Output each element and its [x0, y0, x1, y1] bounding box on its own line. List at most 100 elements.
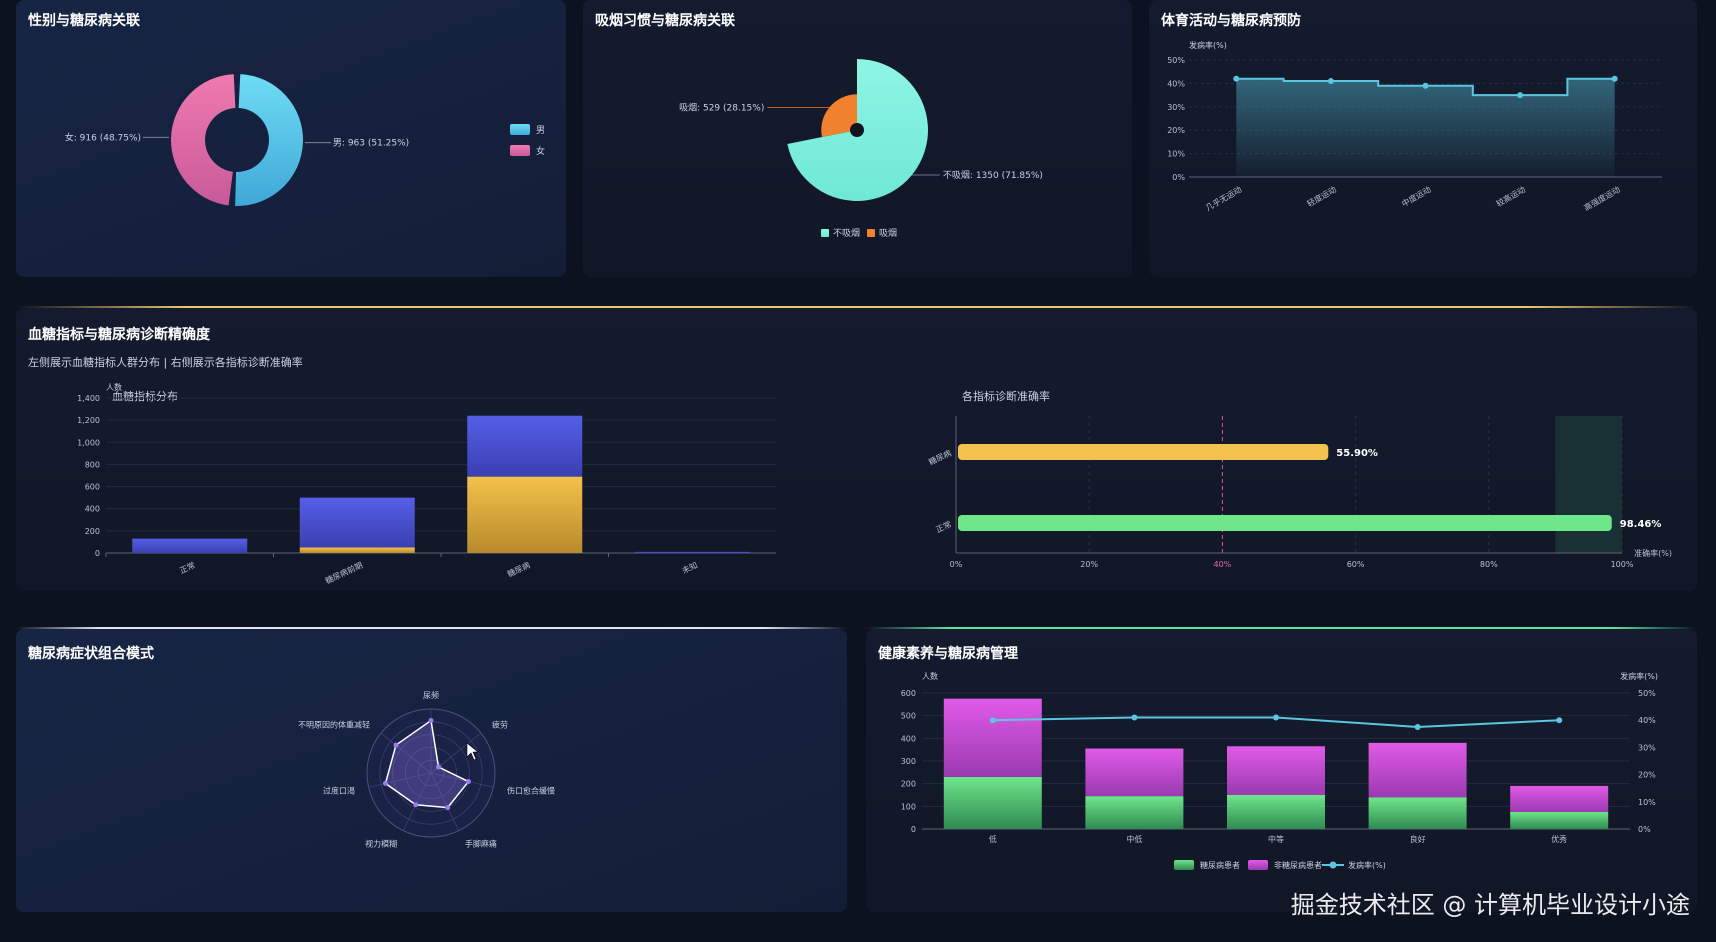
bar-segment: [467, 476, 583, 553]
bar-segment: [1085, 748, 1184, 797]
activity-area-chart: 发病率(%) 0% 10% 20% 30% 40% 50% 几乎无运动 轻度运动 中度运动 较高运动…: [1167, 40, 1662, 213]
data-point: [1611, 75, 1618, 82]
legend-swatch: [821, 229, 829, 237]
bar-segment: [1510, 785, 1609, 812]
y-tick-label: 0%: [1172, 173, 1185, 182]
watermark: 掘金技术社区 @ 计算机毕业设计小途: [1290, 891, 1690, 919]
y-tick-label: 400: [901, 734, 916, 743]
bar-segment: [943, 698, 1042, 777]
y2-axis-label: 发病率(%): [1620, 671, 1658, 681]
donut-slice-男: [235, 74, 303, 206]
x-tick-label: 几乎无运动: [1204, 184, 1244, 213]
radar-indicator-label: 疲劳: [492, 719, 508, 729]
radar-point: [445, 805, 451, 811]
data-point: [989, 717, 996, 724]
bar-segment: [1227, 746, 1325, 795]
x-tick-label: 中等: [1268, 834, 1284, 844]
radar-axis: [430, 772, 494, 788]
legend-label: 不吸烟: [833, 227, 860, 239]
bar-segment: [1368, 742, 1467, 798]
bar-segment: [467, 415, 583, 477]
radar-axis: [430, 772, 460, 831]
legend-label: 糖尿病患者: [1200, 860, 1240, 870]
bar: [958, 515, 1612, 531]
bar-segment: [299, 497, 415, 548]
slice-label: 女: 916 (48.75%): [65, 131, 141, 143]
x-tick-label: 40%: [1214, 560, 1232, 569]
x-tick-label: 糖尿病: [506, 560, 532, 579]
radar-axis: [402, 772, 432, 831]
legend-swatch: [1174, 860, 1194, 870]
bar-segment: [634, 551, 750, 553]
y2-tick-label: 30%: [1638, 743, 1656, 752]
x-tick-label: 60%: [1347, 560, 1365, 569]
chart-subtitle: 血糖指标分布: [112, 389, 178, 403]
x-tick-label: 糖尿病前期: [324, 560, 364, 586]
legend-swatch: [1329, 861, 1337, 869]
y2-tick-label: 10%: [1638, 798, 1656, 807]
panel-title: 吸烟习惯与糖尿病关联: [595, 13, 735, 29]
radar-indicator-label: 不明原因的体重减轻: [298, 719, 370, 729]
data-label: 98.46%: [1620, 519, 1662, 530]
rose-center: [850, 123, 864, 137]
y-tick-label: 20%: [1167, 126, 1185, 135]
bar-segment: [1510, 812, 1609, 829]
panel-accent-line: [16, 306, 1697, 308]
legend-label: 女: [536, 145, 545, 157]
y-axis-label: 人数: [922, 671, 938, 681]
bar-segment: [1368, 797, 1467, 829]
chart-subtitle: 各指标诊断准确率: [962, 389, 1050, 403]
gender-panel: 性别与糖尿病关联 男: 963 (51.25%) 女: 916 (48.75%) 男…: [16, 0, 566, 277]
y-tick-label: 50%: [1167, 56, 1185, 65]
bar: [958, 444, 1329, 460]
y-tick-label: 400: [85, 505, 100, 514]
y-tick-label: 40%: [1167, 79, 1185, 88]
x-axis-label: 准确率(%): [1634, 548, 1672, 558]
x-tick-label: 80%: [1480, 560, 1498, 569]
activity-panel: 体育活动与糖尿病预防 发病率(%) 0% 10% 20% 30% 40% 50% 几乎无运动 轻…: [1149, 0, 1697, 277]
x-tick-label: 100%: [1611, 560, 1634, 569]
y-axis-label: 人数: [106, 382, 122, 392]
radar-indicator-label: 伤口愈合缓慢: [507, 785, 555, 795]
y-tick-label: 600: [901, 689, 916, 698]
y-tick-label: 500: [901, 712, 916, 721]
y-tick-label: 10%: [1167, 150, 1185, 159]
x-tick-label: 优秀: [1551, 834, 1567, 844]
y-tick-label: 200: [85, 527, 100, 536]
literacy-combo-chart: 人数 发病率(%)01002003004005006000%10%20%30%40…: [901, 671, 1658, 870]
slice-label: 吸烟: 529 (28.15%): [679, 101, 764, 113]
data-point: [1233, 75, 1240, 82]
x-tick-label: 中度运动: [1400, 184, 1433, 209]
panel-title: 糖尿病症状组合模式: [28, 646, 154, 662]
x-tick-label: 高强度运动: [1582, 184, 1622, 213]
y-tick-label: 正常: [935, 520, 953, 535]
legend-swatch: [867, 229, 875, 237]
legend-label: 吸烟: [879, 227, 897, 239]
panel-accent-line: [866, 627, 1697, 629]
data-point: [1517, 92, 1524, 99]
y-tick-label: 800: [85, 460, 100, 469]
x-tick-label: 轻度运动: [1305, 184, 1338, 209]
data-point: [1414, 724, 1421, 730]
y2-tick-label: 20%: [1638, 771, 1656, 780]
y2-tick-label: 50%: [1638, 689, 1656, 698]
radar-point: [393, 742, 399, 748]
legend-swatch: [510, 145, 530, 156]
y-tick-label: 300: [901, 757, 916, 766]
x-tick-label: 低: [989, 834, 997, 844]
rose-slice-吸烟: [821, 94, 857, 138]
y-tick-label: 30%: [1167, 103, 1185, 112]
radar-indicator-label: 视力模糊: [365, 838, 397, 848]
radar-point: [382, 780, 388, 786]
legend-label: 非糖尿病患者: [1274, 860, 1322, 870]
radar-point: [413, 802, 419, 808]
bar-segment: [943, 776, 1042, 829]
y-tick-label: 600: [85, 483, 100, 492]
radar-point: [428, 718, 434, 724]
radar-indicator-label: 尿频: [423, 690, 439, 700]
panel-subtitle: 左侧展示血糖指标人群分布 | 右侧展示各指标诊断准确率: [28, 356, 303, 369]
smoking-rose-chart: 不吸烟: 1350 (71.85%) 吸烟: 529 (28.15%) 不吸烟 吸烟: [679, 59, 1043, 239]
bar-segment: [1227, 795, 1325, 829]
